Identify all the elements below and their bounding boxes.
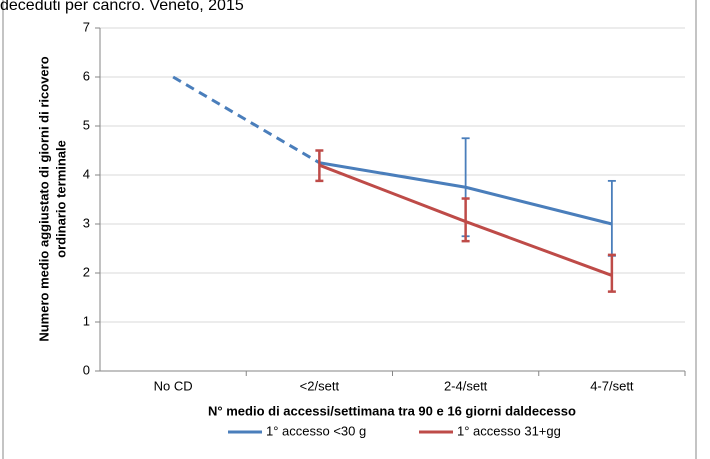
y-tick-label: 3	[83, 215, 90, 230]
y-tick-label: 7	[83, 19, 90, 34]
line-segment	[465, 185, 613, 226]
y-tick-label: 4	[83, 166, 90, 181]
x-tick-label: 2-4/sett	[444, 378, 488, 393]
chart-title: deceduti per cancro. Veneto, 2015	[0, 0, 244, 14]
y-tick-label: 1	[83, 313, 90, 328]
y-tick-label: 2	[83, 264, 90, 279]
x-tick-label: <2/sett	[300, 378, 340, 393]
y-tick-label: 0	[83, 362, 90, 377]
line-segment	[319, 161, 466, 189]
y-axis-label: Numero medio aggiustato di giorni di ric…	[36, 56, 51, 341]
x-tick-label: No CD	[154, 378, 193, 393]
x-tick-label: 4-7/sett	[590, 378, 634, 393]
line-segment	[465, 220, 613, 277]
legend-label: 1° accesso <30 g	[266, 423, 366, 438]
legend-label: 1° accesso 31+gg	[457, 423, 561, 438]
x-axis-label: N° medio di accessi/settimana tra 90 e 1…	[208, 403, 576, 418]
y-tick-label: 6	[83, 68, 90, 83]
y-axis-label: ordinario terminale	[53, 140, 68, 258]
chart-frame	[2, 0, 697, 459]
line-segment	[318, 163, 467, 223]
y-tick-label: 5	[83, 117, 90, 132]
line-segment	[172, 75, 321, 165]
